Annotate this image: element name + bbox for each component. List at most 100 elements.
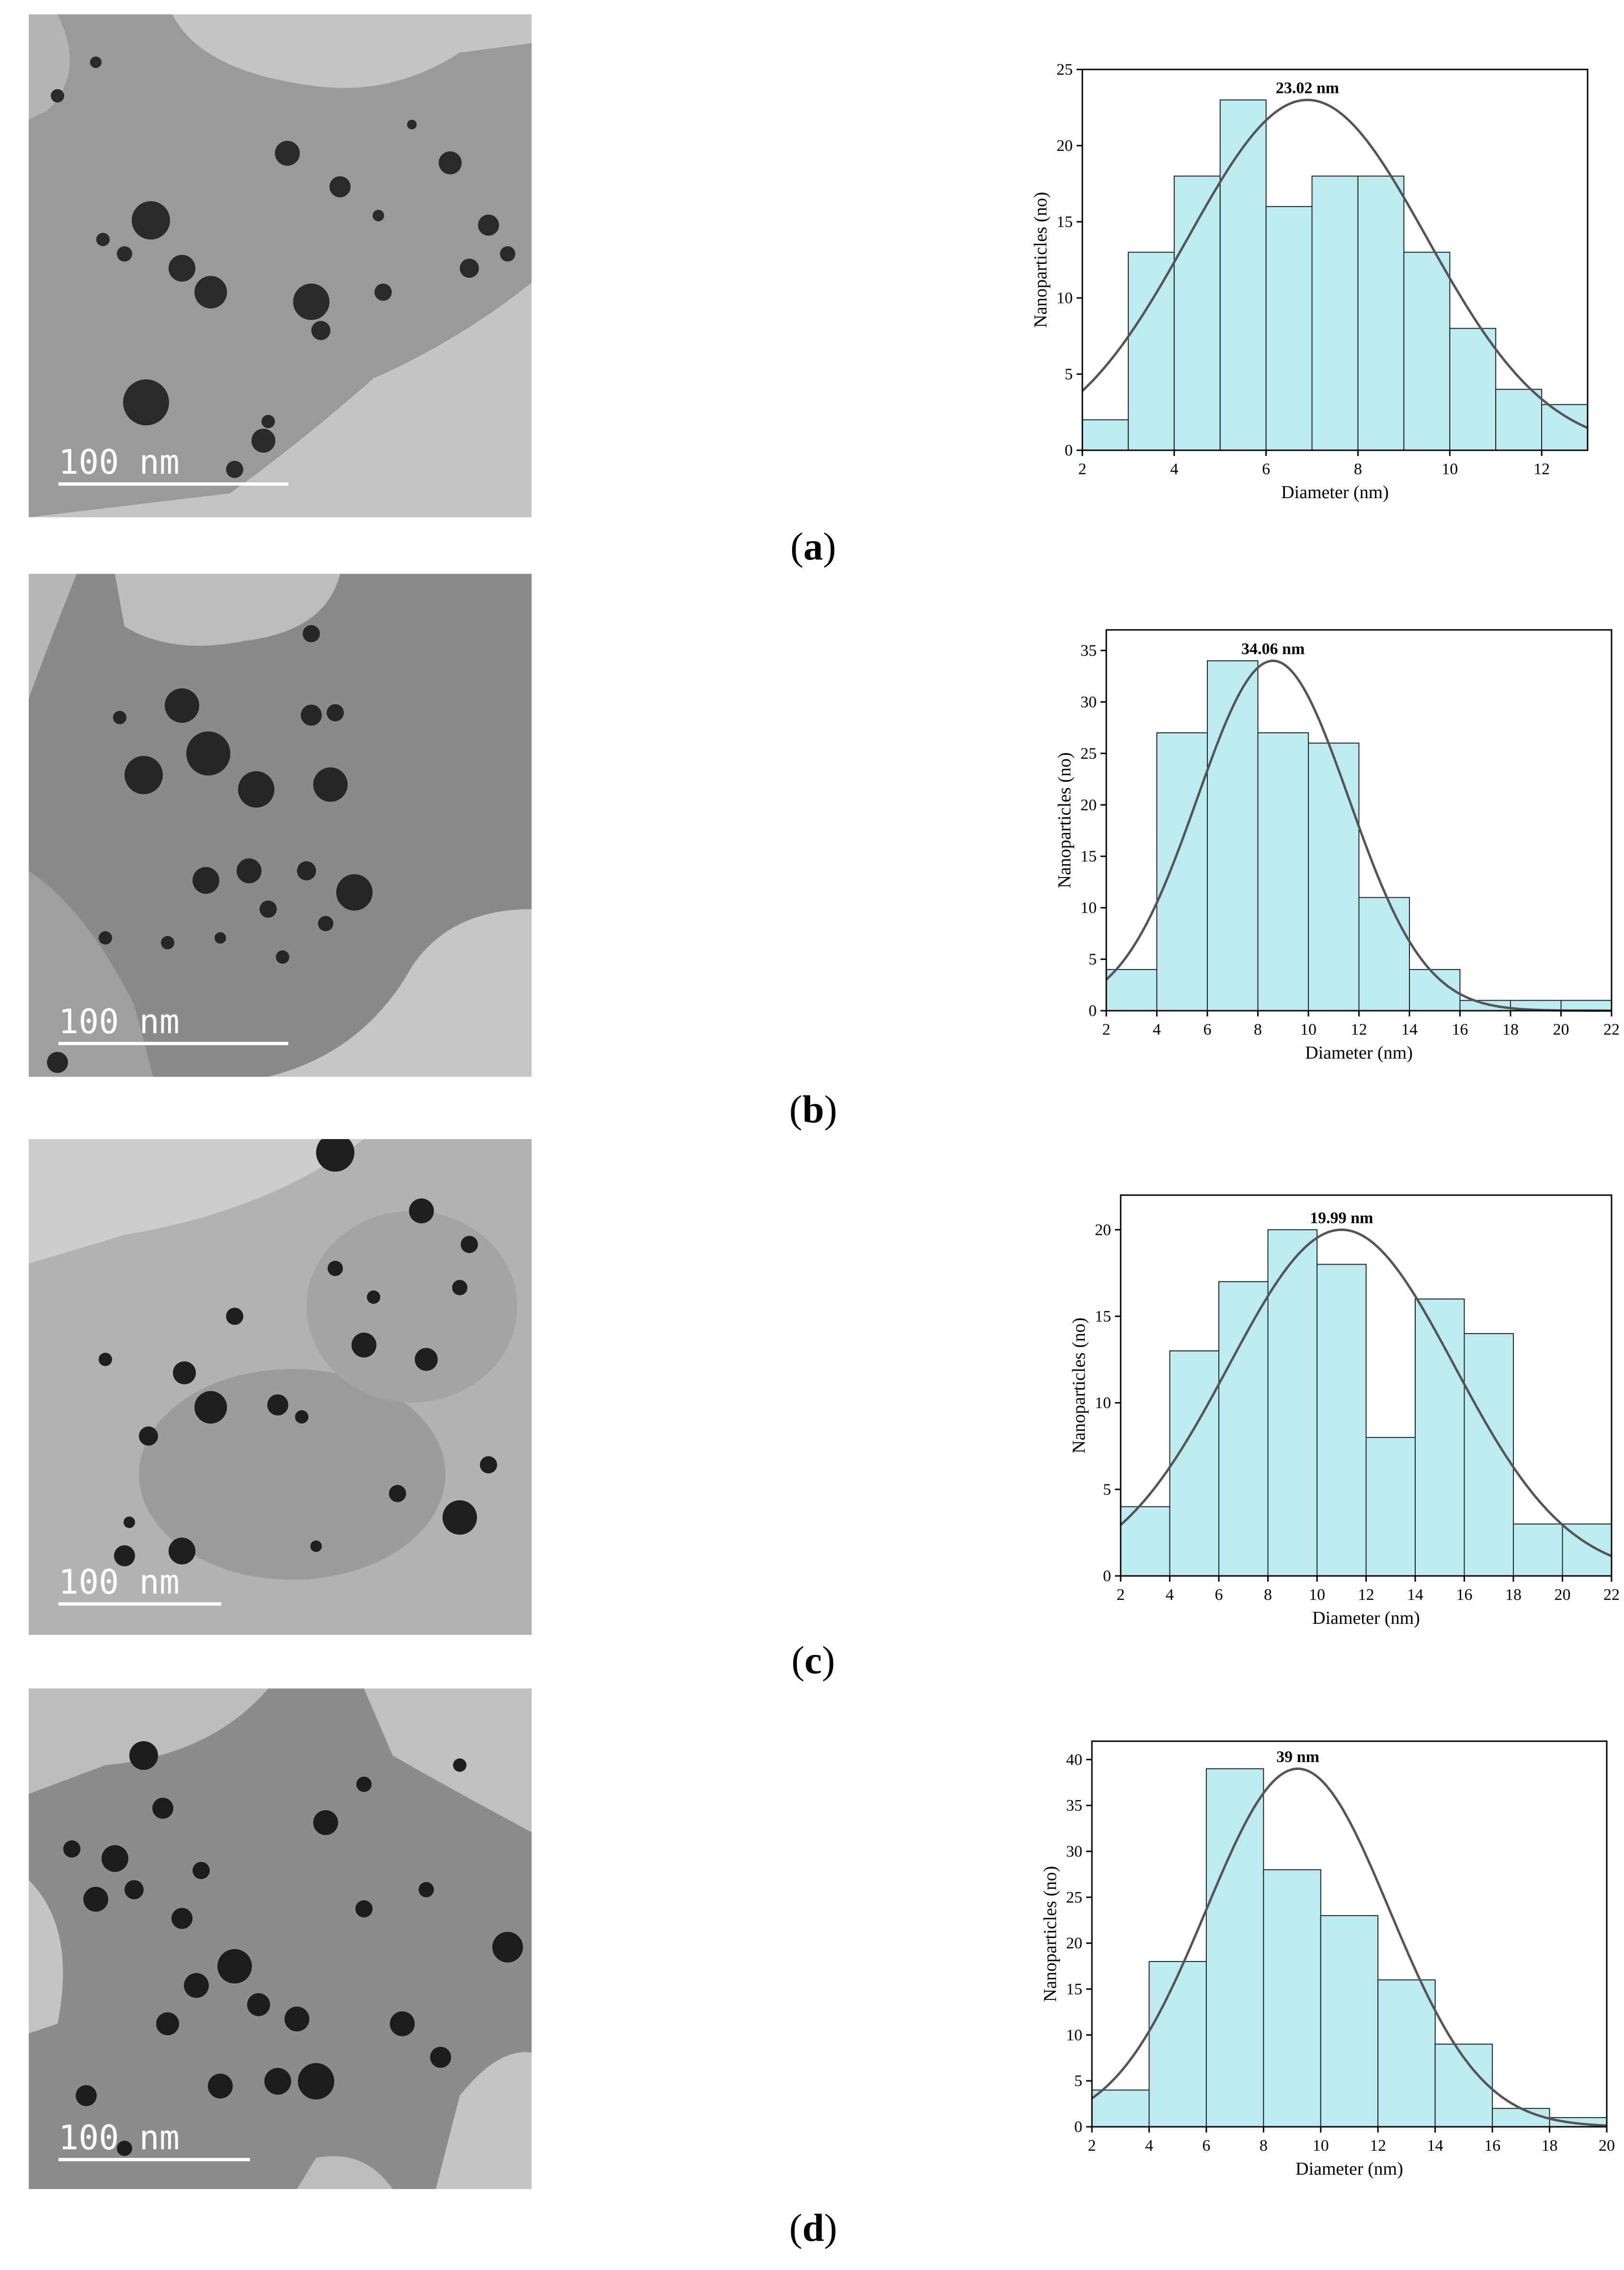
x-tick-label: 18: [1505, 1586, 1522, 1604]
y-tick-label: 5: [1103, 1481, 1111, 1498]
y-tick-label: 20: [1080, 796, 1097, 814]
caption-paren-open: (: [789, 2206, 803, 2249]
x-tick-label: 22: [1603, 1586, 1620, 1604]
histogram-bar: [1377, 1979, 1436, 2127]
y-tick-label: 20: [1056, 137, 1073, 155]
scale-bar-label: 100 nm: [58, 1002, 180, 1041]
y-tick-label: 15: [1056, 213, 1073, 231]
scale-bar: [58, 1602, 221, 1606]
y-tick-label: 20: [1095, 1221, 1111, 1239]
y-tick-label: 15: [1066, 1981, 1082, 1998]
y-tick-label: 0: [1074, 2118, 1082, 2136]
plot-frame: [1081, 68, 1589, 451]
histogram-bar: [1156, 732, 1208, 1011]
histogram-bar: [1492, 2108, 1550, 2128]
scale-bar-label: 100 nm: [58, 443, 180, 482]
caption-letter: c: [804, 1638, 822, 1682]
x-tick-label: 12: [1533, 460, 1550, 478]
x-tick-label: 20: [1555, 1586, 1571, 1604]
histogram-bar: [1541, 404, 1589, 451]
scale-bar-label: 100 nm: [58, 1563, 180, 1602]
x-tick-label: 16: [1452, 1021, 1468, 1038]
x-tick-label: 2: [1102, 1021, 1111, 1038]
caption-letter: b: [802, 1087, 824, 1131]
x-tick-label: 4: [1170, 460, 1178, 478]
panel-caption-a: (a): [717, 527, 909, 566]
histogram-svg: 2 4 6 8 10 12 0 5 10 15 20 25 Diameter (nm) Nanoparti…: [1031, 61, 1589, 502]
y-tick-label: 20: [1066, 1935, 1082, 1952]
histogram-chart-d: 2 4 6 8 10 12 14 16 18 20 0 5 10 15 20 25 30 35 40 Diameter…: [1039, 1729, 1615, 2189]
histogram-svg: 2 4 6 8 10 12 14 16 18 20 22 0 5 10 15 20 25 30 35 Diameter…: [1055, 629, 1620, 1063]
histogram-bar: [1219, 99, 1267, 451]
caption-paren-close: ): [822, 1638, 835, 1682]
histogram-svg: 2 4 6 8 10 12 14 16 18 20 0 5 10 15 20 25 30 35 40 Diameter…: [1040, 1740, 1615, 2179]
histogram-bar: [1218, 1281, 1269, 1576]
y-tick-label: 5: [1089, 951, 1097, 969]
panel-caption-d: (d): [717, 2208, 909, 2247]
x-tick-label: 6: [1215, 1586, 1223, 1604]
x-tick-label: 2: [1117, 1586, 1125, 1604]
histogram-bar: [1091, 2089, 1150, 2127]
histogram-bar: [1403, 251, 1451, 451]
x-tick-label: 22: [1603, 1021, 1620, 1038]
histogram-bar: [1513, 1523, 1563, 1576]
caption-paren-open: (: [789, 1087, 803, 1131]
y-tick-label: 15: [1080, 848, 1097, 866]
x-tick-label: 4: [1166, 1586, 1174, 1604]
fit-annotation: 39 nm: [1276, 1748, 1319, 1766]
y-axis-label: Nanoparticles (no): [1040, 1866, 1060, 2002]
tem-texture: [29, 574, 532, 1077]
y-tick-label: 0: [1065, 442, 1073, 459]
histogram-bar: [1365, 1437, 1416, 1577]
y-tick-label: 25: [1066, 1889, 1082, 1906]
x-tick-label: 2: [1079, 460, 1087, 478]
caption-paren-close: ): [824, 2206, 838, 2249]
x-tick-label: 20: [1553, 1021, 1569, 1038]
histogram-bar: [1358, 897, 1410, 1011]
y-tick-label: 35: [1080, 642, 1097, 660]
x-axis-label: Diameter (nm): [1295, 2159, 1403, 2179]
histogram-bar: [1127, 251, 1175, 451]
x-tick-label: 2: [1088, 2137, 1096, 2155]
y-tick-label: 0: [1089, 1002, 1097, 1020]
histogram-bar: [1308, 742, 1360, 1011]
histogram-bar: [1560, 1000, 1612, 1011]
y-tick-label: 35: [1066, 1797, 1082, 1814]
fit-annotation: 34.06 nm: [1241, 640, 1305, 658]
y-tick-label: 30: [1066, 1843, 1082, 1860]
x-tick-label: 8: [1354, 460, 1362, 478]
x-tick-label: 12: [1370, 2137, 1386, 2155]
fit-annotation: 19.99 nm: [1310, 1209, 1373, 1227]
x-axis-label: Diameter (nm): [1281, 482, 1389, 502]
caption-paren-close: ): [824, 1087, 838, 1131]
y-tick-label: 5: [1065, 365, 1073, 383]
scale-bar: [58, 482, 288, 486]
caption-letter: d: [802, 2206, 824, 2249]
histogram-bar: [1148, 1961, 1207, 2127]
histogram-bar: [1106, 969, 1158, 1012]
histogram-bar: [1207, 660, 1259, 1011]
x-tick-label: 14: [1407, 1586, 1423, 1604]
x-tick-label: 18: [1502, 1021, 1519, 1038]
histogram-svg: 2 4 6 8 10 12 14 16 18 20 22 0 5 10 15 20 Diameter (nm) N…: [1069, 1194, 1620, 1628]
y-tick-label: 40: [1066, 1751, 1082, 1768]
histogram-bar: [1320, 1915, 1379, 2127]
x-tick-label: 8: [1254, 1021, 1262, 1038]
tem-texture: [29, 1688, 532, 2189]
histogram-bar: [1415, 1298, 1465, 1576]
histogram-bar: [1495, 388, 1543, 451]
y-axis-label: Nanoparticles (no): [1069, 1318, 1089, 1454]
tem-micrograph-d: 100 nm: [29, 1688, 532, 2189]
fit-curve: [1081, 99, 1588, 429]
x-tick-label: 18: [1542, 2137, 1558, 2155]
tem-micrograph-c: 100 nm: [29, 1139, 532, 1635]
histogram-bar: [1449, 328, 1497, 451]
scale-bar: [58, 1042, 288, 1045]
x-tick-label: 6: [1202, 2137, 1210, 2155]
histogram-bar: [1173, 175, 1221, 451]
fit-curve: [1105, 659, 1612, 1012]
histogram-bar: [1265, 206, 1313, 451]
x-tick-label: 10: [1300, 1021, 1317, 1038]
histogram-bar: [1267, 1229, 1317, 1577]
tem-micrograph-b: 100 nm: [29, 574, 532, 1077]
